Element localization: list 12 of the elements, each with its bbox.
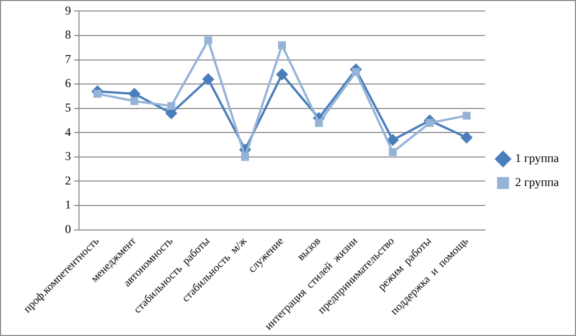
y-tick-label: 3: [65, 149, 71, 164]
y-tick-label: 8: [65, 28, 71, 42]
y-tick-label: 0: [65, 222, 71, 236]
y-tick-label: 7: [65, 52, 71, 66]
y-tick-label: 2: [65, 173, 71, 188]
y-tick-label: 1: [65, 198, 71, 212]
y-tick-label: 6: [65, 76, 71, 90]
y-tick-label: 9: [65, 3, 71, 18]
legend-label: 2 группа: [515, 175, 560, 190]
legend-label: 1 группа: [515, 151, 560, 166]
y-tick-label: 5: [65, 100, 71, 115]
y-tick-label: 4: [65, 124, 71, 139]
